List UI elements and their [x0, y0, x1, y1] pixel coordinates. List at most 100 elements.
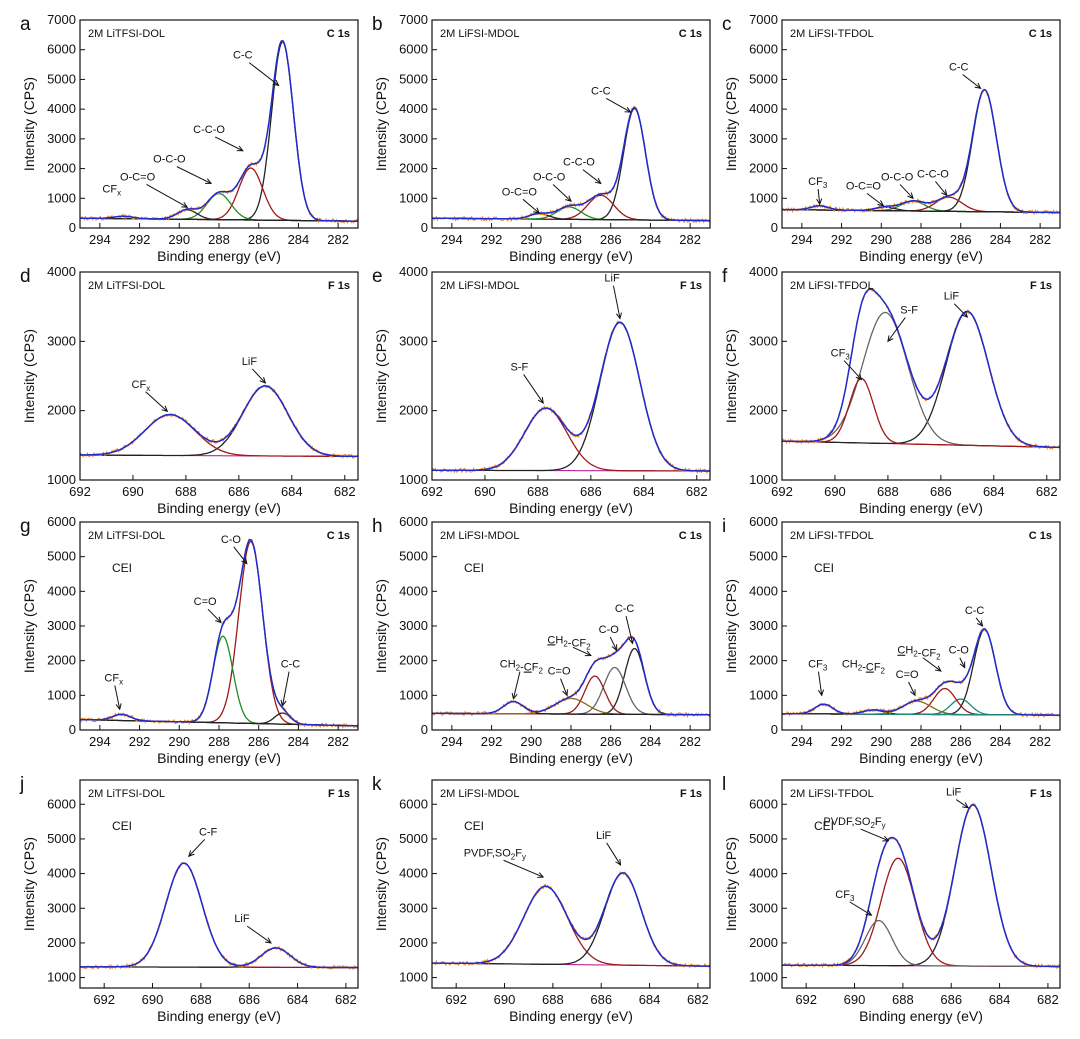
x-tick-label: 282 — [327, 734, 349, 749]
annotation-arrow — [251, 368, 266, 384]
sample-label: 2M LiFSI-TFDOL — [790, 788, 874, 800]
raw-spectrum — [432, 320, 710, 475]
x-tick-label: 282 — [679, 232, 701, 247]
panel-letter: d — [20, 266, 31, 287]
panel-f: 692 690 688 686 684 682 1000 2000 3000 4000 Bindin… — [722, 264, 1061, 516]
peak-annotation: CFx — [104, 672, 123, 686]
panel-g: 294 292 290 288 286 284 282 0 1000 2000 3000 4000 50… — [20, 514, 359, 766]
y-tick-label: 5000 — [47, 831, 76, 846]
peak-annotation: C-C — [615, 603, 635, 615]
y-tick-label: 3000 — [749, 333, 778, 348]
annotation-arrow — [935, 181, 948, 196]
x-tick-label: 294 — [791, 734, 813, 749]
fit-envelope — [432, 636, 710, 716]
peak-annotation: C-C — [233, 50, 253, 62]
y-tick-label: 3000 — [399, 333, 428, 348]
x-tick-label: 288 — [560, 232, 582, 247]
peak-annotation: PVDF,SO2Fy — [823, 816, 885, 830]
peak-annotation: O-C-O — [881, 171, 914, 183]
y-tick-label: 1000 — [47, 687, 76, 702]
peak-annotation: C-C-O — [563, 157, 595, 169]
y-tick-label: 1000 — [749, 687, 778, 702]
annotation-arrow — [233, 546, 248, 564]
region-label: F 1s — [1030, 280, 1052, 292]
x-tick-label: 690 — [122, 484, 144, 499]
peak-annotation: C-C — [949, 62, 969, 74]
annotation-arrowhead — [882, 835, 890, 842]
peak-lif — [432, 321, 710, 472]
peak-annotation: CF3 — [835, 889, 855, 903]
x-tick-label: 686 — [930, 484, 952, 499]
y-tick-label: 5000 — [749, 831, 778, 846]
annotation-arrowhead — [615, 312, 622, 320]
sample-label: 2M LiFSI-MDOL — [440, 280, 519, 292]
annotation-arrowhead — [161, 405, 169, 413]
annotation-arrow — [922, 657, 942, 672]
peak-annotation: CH2-CF2 — [842, 659, 886, 676]
annotation-arrowhead — [615, 858, 622, 866]
x-axis-label: Binding energy (eV) — [859, 1008, 983, 1024]
plot-area — [782, 802, 1060, 969]
annotation-arrowhead — [215, 616, 222, 624]
annotation-arrow — [246, 925, 272, 944]
annotation-arrowhead — [816, 198, 823, 206]
y-tick-label: 4000 — [749, 264, 778, 279]
peak-lif — [782, 310, 1060, 449]
annotation-arrow — [860, 828, 889, 842]
y-tick-label: 3000 — [47, 900, 76, 915]
y-tick-label: 7000 — [399, 12, 428, 27]
y-axis-label: Intensity (CPS) — [723, 77, 739, 171]
y-axis-label: Intensity (CPS) — [723, 579, 739, 673]
panel-letter: h — [372, 516, 383, 537]
annotation-arrow — [849, 901, 872, 916]
peak-s-f — [782, 311, 1060, 449]
annotation-arrowhead — [280, 699, 287, 707]
peak-annotation: LiF — [604, 273, 620, 285]
panel-letter: g — [20, 516, 31, 537]
x-tick-label: 282 — [327, 232, 349, 247]
x-axis-label: Binding energy (eV) — [859, 248, 983, 264]
peak-c-c — [432, 647, 710, 716]
plot-frame — [79, 779, 359, 989]
region-label: F 1s — [1030, 788, 1052, 800]
y-tick-label: 6000 — [399, 796, 428, 811]
peak-annotation: CH2-CF2 — [500, 659, 544, 676]
y-tick-label: 3000 — [47, 618, 76, 633]
panel-letter: c — [722, 14, 732, 35]
sample-label: 2M LiFSI-MDOL — [440, 530, 519, 542]
annotation-arrow — [606, 842, 621, 866]
panel-e: 692 690 688 686 684 682 1000 2000 3000 4000 Bindin… — [372, 264, 711, 516]
peak-annotation: CFx — [132, 379, 151, 393]
y-tick-label: 4000 — [47, 583, 76, 598]
y-tick-label: 2000 — [749, 161, 778, 176]
x-tick-label: 284 — [640, 734, 662, 749]
y-tick-label: 6000 — [749, 514, 778, 529]
peak-annotation: LiF — [242, 356, 258, 368]
peak-annotation: C-O — [221, 534, 242, 546]
x-tick-label: 684 — [633, 484, 655, 499]
annotation-arrow — [572, 646, 592, 656]
x-tick-label: 288 — [208, 734, 230, 749]
peak-annotation: PVDF,SO2Fy — [464, 847, 526, 861]
annotation-arrow — [214, 136, 244, 152]
x-tick-label: 294 — [89, 734, 111, 749]
annotation-arrow — [817, 188, 821, 205]
annotation-arrowhead — [594, 177, 602, 185]
annotation-arrow — [114, 685, 121, 710]
y-tick-label: 2000 — [749, 403, 778, 418]
annotation-arrowhead — [959, 661, 966, 669]
x-tick-label: 688 — [175, 484, 197, 499]
fit-envelope — [432, 872, 710, 967]
plot-frame — [431, 779, 711, 989]
peak-annotation: O-C=O — [502, 186, 538, 198]
plot-area — [80, 861, 358, 971]
y-tick-label: 5000 — [47, 71, 76, 86]
plot-frame — [79, 521, 359, 731]
x-tick-label: 286 — [950, 734, 972, 749]
annotation-arrowhead — [907, 192, 914, 200]
fit-envelope — [432, 106, 710, 222]
annotation-arrow — [176, 166, 212, 184]
x-tick-label: 288 — [910, 734, 932, 749]
annotation-arrow — [560, 678, 568, 696]
annotation-arrow — [188, 839, 206, 857]
